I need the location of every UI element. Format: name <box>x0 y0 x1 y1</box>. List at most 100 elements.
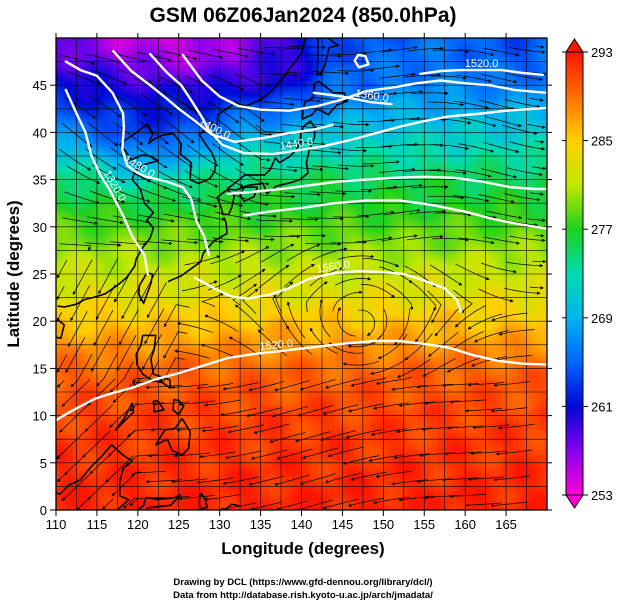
height-contour <box>312 91 393 106</box>
streamline <box>238 236 275 242</box>
streamline <box>110 241 148 246</box>
streamline <box>378 167 416 173</box>
streamline <box>501 124 538 135</box>
streamline <box>56 260 68 279</box>
streamline <box>286 166 324 172</box>
streamline <box>504 98 541 109</box>
streamline <box>332 122 370 127</box>
streamline <box>491 312 528 322</box>
streamline <box>498 423 535 430</box>
streamline <box>142 334 162 371</box>
streamline <box>453 195 490 203</box>
x-tick-label: 140 <box>291 517 313 532</box>
streamline <box>490 501 528 508</box>
streamline <box>327 446 364 458</box>
streamline <box>446 357 482 373</box>
streamline <box>393 453 431 460</box>
streamline <box>184 255 221 266</box>
streamline <box>373 496 410 505</box>
streamline <box>481 73 518 84</box>
streamline <box>171 384 208 389</box>
streamline <box>163 304 190 328</box>
streamline <box>312 247 348 261</box>
streamline <box>116 335 137 372</box>
contour-label: 1520.0 <box>465 58 499 70</box>
streamline <box>117 69 153 84</box>
streamline <box>527 123 546 129</box>
streamline <box>145 384 183 390</box>
streamline <box>138 214 175 223</box>
colorbar-scale <box>565 51 584 496</box>
streamline <box>486 210 523 220</box>
streamline <box>214 211 252 221</box>
streamline <box>95 284 116 321</box>
streamline <box>372 309 388 344</box>
streamline <box>67 311 88 348</box>
streamline <box>250 501 282 510</box>
streamline <box>337 164 375 168</box>
streamline <box>467 476 505 481</box>
colorbar: 293 285 277 269 261 253 <box>562 38 613 509</box>
streamline <box>161 50 198 61</box>
streamline <box>129 402 165 412</box>
streamline <box>275 281 294 314</box>
streamline <box>375 376 413 385</box>
x-tick-label: 125 <box>168 517 190 532</box>
streamline <box>454 305 487 328</box>
streamline <box>429 264 463 286</box>
streamline <box>378 72 416 79</box>
streamline <box>56 380 65 388</box>
streamline <box>432 49 470 54</box>
streamline <box>289 45 326 50</box>
y-axis-ticks: 0 5 10 15 20 25 30 35 40 45 <box>33 78 552 518</box>
streamline <box>232 283 257 306</box>
streamline <box>478 288 514 303</box>
streamline <box>59 243 92 251</box>
colorbar-tick-label: 253 <box>591 488 613 503</box>
coastline <box>152 399 165 413</box>
streamline <box>210 250 245 265</box>
streamline <box>121 283 142 320</box>
streamline <box>118 309 139 346</box>
streamline <box>467 382 505 387</box>
streamline <box>330 240 368 244</box>
streamline <box>416 478 454 484</box>
streamline <box>363 257 400 267</box>
coastline <box>167 217 228 283</box>
streamline <box>238 47 275 56</box>
coastline <box>135 334 172 389</box>
streamline <box>59 405 88 433</box>
streamline <box>312 165 349 171</box>
streamline <box>381 45 418 53</box>
streamline <box>171 478 208 484</box>
streamline <box>422 358 456 377</box>
map-title: GSM 06Z06Jan2024 (850.0hPa) <box>149 4 456 27</box>
streamline <box>504 193 541 202</box>
streamline <box>483 142 520 154</box>
streamline <box>442 477 479 482</box>
streamline <box>70 353 93 388</box>
streamline <box>450 331 484 351</box>
streamline <box>377 334 408 359</box>
streamline <box>483 47 520 57</box>
height-contour <box>226 175 547 195</box>
streamline <box>506 167 543 177</box>
streamline <box>453 100 490 110</box>
colorbar-ticks: 293 285 277 269 261 253 <box>562 45 613 503</box>
streamline <box>245 407 282 418</box>
streamline <box>258 193 296 199</box>
streamline <box>56 286 65 301</box>
streamline <box>89 96 122 118</box>
streamline <box>529 192 544 196</box>
streamline <box>383 116 421 121</box>
streamline <box>61 379 91 407</box>
streamline <box>112 121 144 146</box>
streamline <box>350 377 387 387</box>
streamline <box>335 189 372 193</box>
contour-label: 1560.0 <box>316 259 351 276</box>
streamline <box>283 263 315 288</box>
streamline <box>416 384 454 389</box>
coastline <box>301 80 349 120</box>
height-contour <box>181 53 547 112</box>
streamline <box>383 208 421 216</box>
